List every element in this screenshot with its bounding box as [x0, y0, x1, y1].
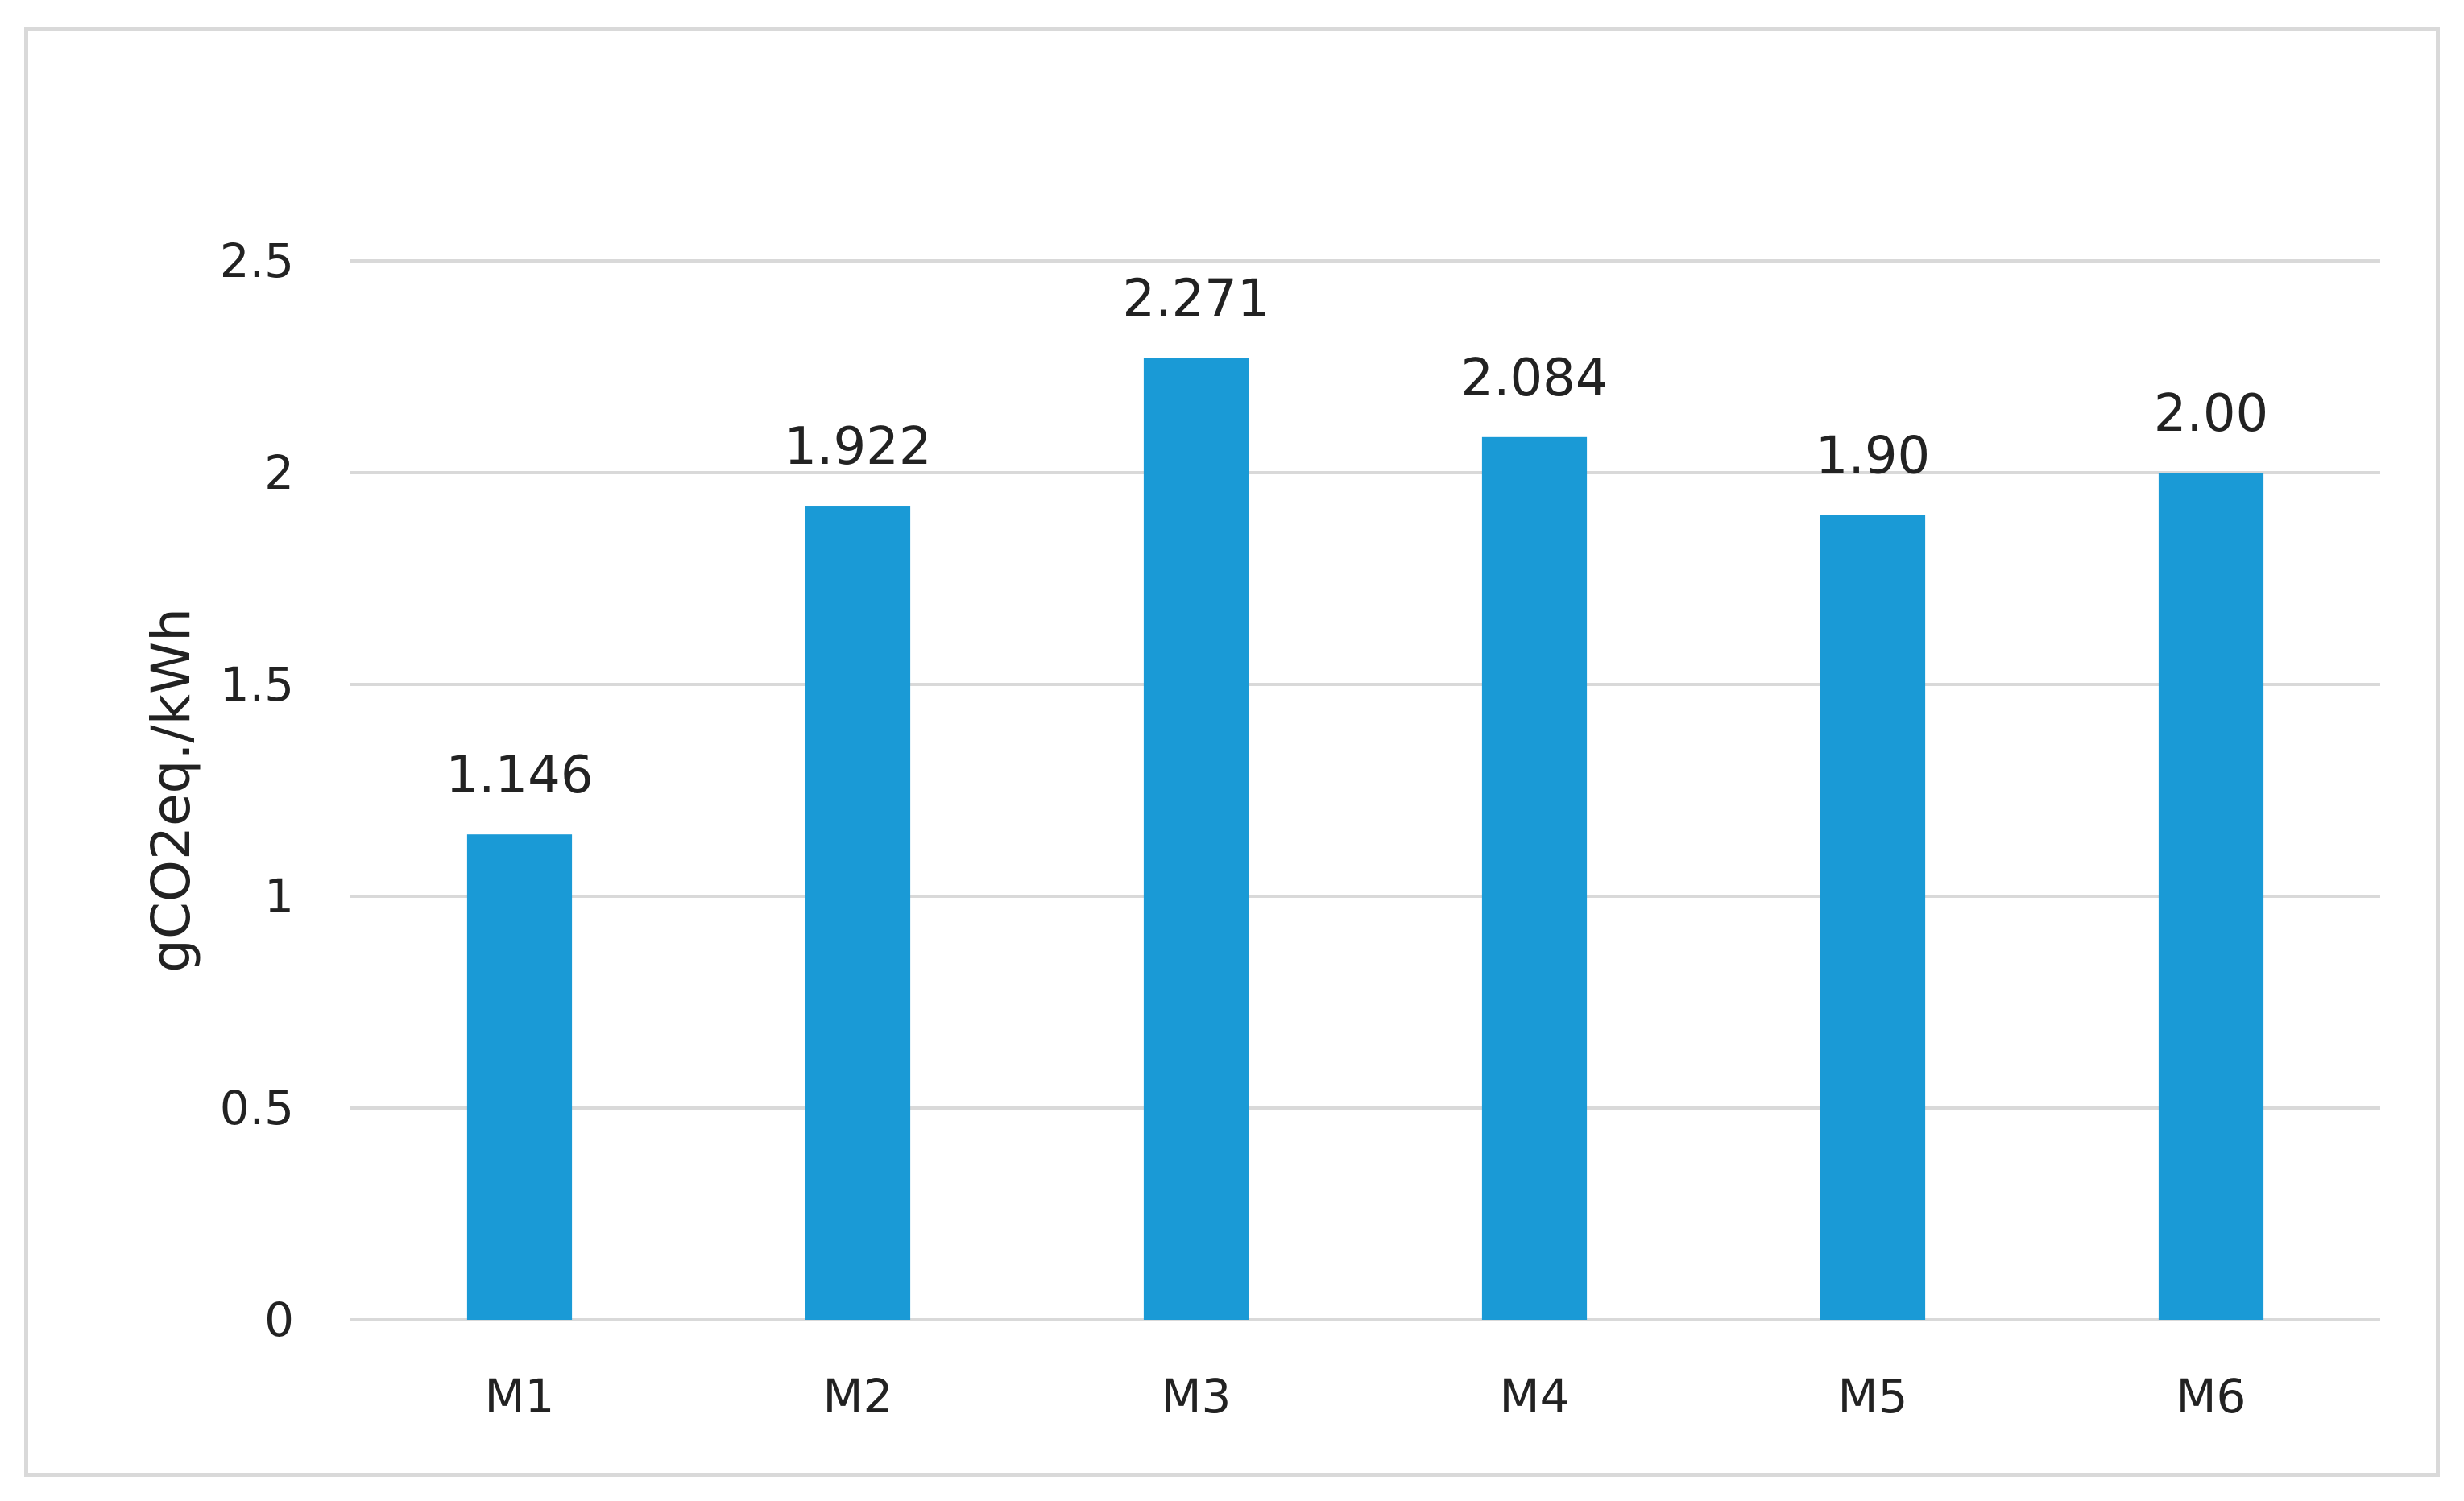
y-tick-label: 0.5	[220, 1081, 294, 1135]
x-tick-label: M3	[1162, 1369, 1232, 1424]
bar-chart: 0 0.5 1 1.5 2 2.5 M1 M2 M3 M4 M5 M6 1.146 1.922 2.27…	[28, 31, 2436, 1473]
bar-m4	[1482, 437, 1587, 1320]
data-label: 1.90	[1816, 427, 1931, 486]
y-tick-label: 2	[264, 445, 294, 500]
y-tick-labels: 0 0.5 1 1.5 2 2.5	[220, 234, 294, 1347]
x-tick-label: M2	[823, 1369, 893, 1424]
y-axis-title: gCO2eq./kWh	[140, 608, 202, 973]
y-tick-label: 0	[264, 1292, 294, 1347]
data-label: 2.00	[2154, 384, 2269, 444]
data-label: 2.271	[1122, 269, 1269, 329]
gridlines	[350, 261, 2380, 1320]
bar-m2	[805, 506, 910, 1320]
x-tick-label: M4	[1500, 1369, 1570, 1424]
x-tick-label: M1	[485, 1369, 555, 1424]
data-label: 2.084	[1460, 349, 1608, 408]
data-label: 1.146	[445, 746, 593, 805]
chart-frame: 0 0.5 1 1.5 2 2.5 M1 M2 M3 M4 M5 M6 1.146 1.922 2.27…	[24, 27, 2440, 1477]
x-tick-label: M6	[2176, 1369, 2247, 1424]
data-labels: 1.146 1.922 2.271 2.084 1.90 2.00	[445, 269, 2268, 805]
bar-m1	[467, 834, 572, 1320]
bar-m3	[1144, 358, 1249, 1320]
bars	[467, 358, 2263, 1320]
data-label: 1.922	[784, 417, 931, 477]
y-tick-label: 1	[264, 869, 294, 924]
bar-m5	[1820, 515, 1925, 1320]
y-tick-label: 2.5	[220, 234, 294, 288]
x-tick-label: M5	[1838, 1369, 1908, 1424]
bar-m6	[2159, 473, 2263, 1320]
x-tick-labels: M1 M2 M3 M4 M5 M6	[485, 1369, 2247, 1424]
y-tick-label: 1.5	[220, 657, 294, 712]
